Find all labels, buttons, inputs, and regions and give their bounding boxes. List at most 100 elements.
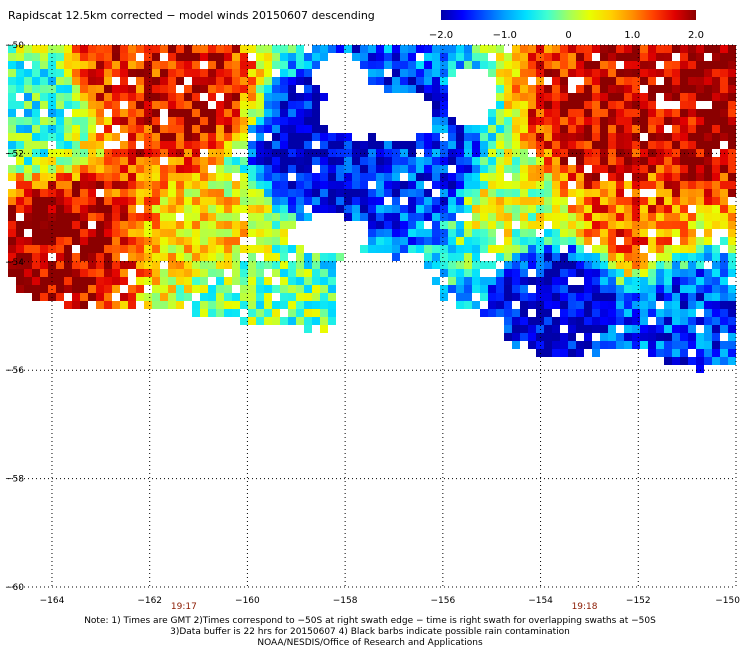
heatmap-cell: [696, 93, 704, 101]
heatmap-cell: [504, 229, 512, 237]
heatmap-cell: [120, 45, 128, 53]
heatmap-cell: [256, 117, 264, 125]
heatmap-cell: [456, 293, 464, 301]
footnote-line: 3)Data buffer is 22 hrs for 20150607 4) …: [170, 627, 570, 637]
heatmap-cell: [208, 61, 216, 69]
heatmap-cell: [320, 189, 328, 197]
heatmap-cell: [496, 61, 504, 69]
heatmap-cell: [176, 229, 184, 237]
heatmap-cell: [536, 141, 544, 149]
heatmap-cell: [360, 173, 368, 181]
heatmap-cell: [680, 101, 688, 109]
heatmap-cell: [368, 237, 376, 245]
heatmap-cell: [688, 213, 696, 221]
heatmap-cell: [432, 61, 440, 69]
heatmap-cell: [328, 157, 336, 165]
heatmap-cell: [224, 237, 232, 245]
heatmap-cell: [264, 85, 272, 93]
heatmap-cell: [632, 165, 640, 173]
heatmap-cell: [416, 245, 424, 253]
heatmap-cell: [184, 45, 192, 53]
heatmap-cell: [552, 317, 560, 325]
heatmap-cell: [696, 293, 704, 301]
heatmap-cell: [216, 85, 224, 93]
heatmap-cell: [616, 245, 624, 253]
heatmap-cell: [120, 197, 128, 205]
heatmap-cell: [72, 93, 80, 101]
heatmap-cell: [720, 165, 728, 173]
heatmap-cell: [272, 261, 280, 269]
heatmap-cell: [344, 181, 352, 189]
heatmap-cell: [568, 237, 576, 245]
heatmap-cell: [368, 229, 376, 237]
heatmap-cell: [40, 229, 48, 237]
heatmap-cell: [424, 85, 432, 93]
heatmap-cell: [56, 125, 64, 133]
heatmap-cell: [104, 253, 112, 261]
heatmap-cell: [256, 85, 264, 93]
heatmap-cell: [608, 269, 616, 277]
heatmap-cell: [720, 93, 728, 101]
heatmap-cell: [600, 157, 608, 165]
heatmap-cell: [376, 45, 384, 53]
heatmap-cell: [728, 141, 736, 149]
heatmap-cell: [720, 317, 728, 325]
heatmap-cell: [664, 245, 672, 253]
heatmap-cell: [320, 165, 328, 173]
heatmap-cell: [704, 237, 712, 245]
heatmap-cell: [568, 109, 576, 117]
heatmap-cell: [128, 173, 136, 181]
heatmap-cell: [720, 325, 728, 333]
heatmap-cell: [80, 77, 88, 85]
heatmap-cell: [616, 133, 624, 141]
heatmap-cell: [584, 253, 592, 261]
heatmap-cell: [120, 293, 128, 301]
heatmap-cell: [288, 133, 296, 141]
heatmap-cell: [264, 221, 272, 229]
heatmap-cell: [112, 229, 120, 237]
heatmap-cell: [232, 261, 240, 269]
heatmap-cell: [656, 165, 664, 173]
heatmap-cell: [584, 293, 592, 301]
heatmap-cell: [392, 53, 400, 61]
heatmap-cell: [304, 125, 312, 133]
heatmap-cell: [624, 213, 632, 221]
heatmap-cell: [24, 205, 32, 213]
heatmap-cell: [544, 285, 552, 293]
heatmap-cell: [184, 109, 192, 117]
heatmap-cell: [592, 61, 600, 69]
heatmap-cell: [656, 221, 664, 229]
heatmap-cell: [728, 133, 736, 141]
heatmap-cell: [544, 229, 552, 237]
heatmap-cell: [552, 141, 560, 149]
heatmap-cell: [600, 53, 608, 61]
heatmap-cell: [464, 253, 472, 261]
heatmap-cell: [248, 205, 256, 213]
heatmap-cell: [104, 93, 112, 101]
heatmap-cell: [272, 157, 280, 165]
heatmap-cell: [280, 69, 288, 77]
heatmap-cell: [152, 213, 160, 221]
heatmap-cell: [544, 157, 552, 165]
heatmap-cell: [288, 117, 296, 125]
heatmap-cell: [624, 93, 632, 101]
heatmap-cell: [448, 53, 456, 61]
heatmap-cell: [488, 189, 496, 197]
heatmap-cell: [528, 45, 536, 53]
heatmap-cell: [32, 173, 40, 181]
heatmap-cell: [440, 85, 448, 93]
heatmap-cell: [200, 309, 208, 317]
heatmap-cell: [72, 229, 80, 237]
heatmap-cell: [72, 133, 80, 141]
heatmap-cell: [16, 101, 24, 109]
heatmap-cell: [520, 317, 528, 325]
heatmap-cell: [96, 173, 104, 181]
heatmap-cell: [128, 133, 136, 141]
heatmap-cell: [16, 77, 24, 85]
heatmap-cell: [560, 125, 568, 133]
heatmap-cell: [512, 253, 520, 261]
footnote-line: NOAA/NESDIS/Office of Research and Appli…: [257, 638, 483, 648]
heatmap-cell: [104, 229, 112, 237]
heatmap-cell: [664, 109, 672, 117]
heatmap-cell: [112, 253, 120, 261]
